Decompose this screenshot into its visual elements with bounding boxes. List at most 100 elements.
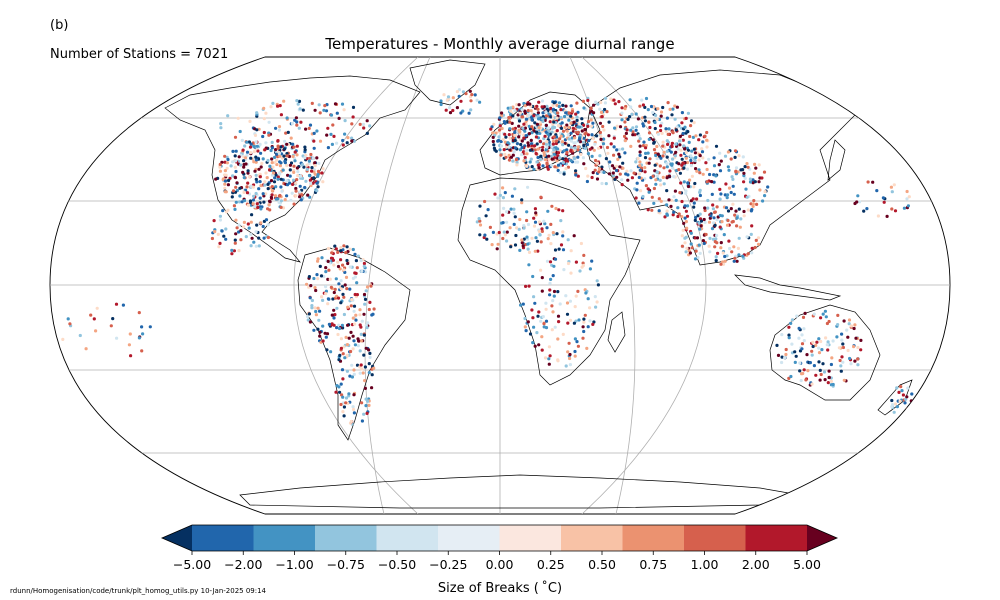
station-marker <box>290 191 294 195</box>
station-marker <box>368 351 372 355</box>
station-marker <box>684 150 688 155</box>
station-marker <box>333 102 338 106</box>
station-marker <box>278 154 282 158</box>
station-marker <box>582 253 586 257</box>
station-marker <box>291 182 295 186</box>
station-marker <box>285 142 289 146</box>
station-marker <box>539 195 543 199</box>
station-marker <box>576 148 580 152</box>
station-marker <box>671 157 675 161</box>
station-marker <box>298 195 302 199</box>
station-marker <box>303 156 307 160</box>
station-marker <box>744 187 748 191</box>
station-marker <box>279 161 283 165</box>
station-marker <box>293 150 297 154</box>
station-marker <box>313 164 317 168</box>
station-marker <box>563 141 567 145</box>
station-marker <box>273 155 277 159</box>
station-marker <box>257 236 261 240</box>
station-marker <box>574 260 579 264</box>
station-marker <box>258 196 262 200</box>
station-marker <box>267 133 271 137</box>
station-marker <box>708 236 712 240</box>
station-marker <box>353 343 357 347</box>
station-marker <box>706 206 710 210</box>
station-marker <box>539 240 543 244</box>
station-marker <box>572 321 577 325</box>
station-marker <box>226 157 230 162</box>
station-marker <box>533 144 537 148</box>
station-marker <box>681 138 685 142</box>
station-marker <box>292 202 296 206</box>
station-marker <box>244 162 248 166</box>
station-marker <box>623 134 627 138</box>
station-marker <box>682 180 686 184</box>
station-marker <box>335 141 339 145</box>
station-marker <box>352 372 356 376</box>
station-marker <box>218 241 222 245</box>
station-marker <box>600 115 604 119</box>
station-marker <box>566 165 571 169</box>
station-marker <box>362 264 366 268</box>
station-marker <box>317 161 321 165</box>
station-marker <box>527 263 531 267</box>
station-marker <box>552 289 557 294</box>
station-marker <box>524 284 528 288</box>
station-marker <box>550 304 554 308</box>
station-marker <box>684 235 688 239</box>
station-marker <box>705 180 709 184</box>
station-marker <box>614 164 619 168</box>
station-marker <box>613 126 617 130</box>
station-marker <box>814 373 818 377</box>
station-marker <box>845 328 849 332</box>
station-marker <box>677 168 681 172</box>
station-marker <box>680 244 685 248</box>
station-marker <box>553 257 558 261</box>
colorbar-bin <box>376 525 439 551</box>
station-marker <box>255 223 259 227</box>
station-marker <box>332 134 336 138</box>
station-marker <box>630 176 635 180</box>
station-marker <box>530 125 534 129</box>
station-marker <box>736 246 741 250</box>
station-marker <box>595 177 600 181</box>
station-marker <box>696 255 700 260</box>
station-marker <box>752 171 756 175</box>
station-marker <box>264 141 268 145</box>
station-marker <box>697 138 701 142</box>
station-marker <box>814 343 818 347</box>
station-marker <box>780 333 784 337</box>
station-marker <box>647 190 651 194</box>
station-marker <box>337 323 341 327</box>
station-marker <box>269 105 273 109</box>
station-marker <box>555 129 559 133</box>
station-marker <box>236 116 240 120</box>
station-marker <box>278 164 282 168</box>
station-marker <box>78 333 82 338</box>
station-marker <box>594 100 598 104</box>
station-marker <box>523 316 527 321</box>
station-marker <box>268 168 272 172</box>
station-marker <box>539 157 543 161</box>
station-marker <box>718 187 722 191</box>
station-marker <box>544 123 549 127</box>
station-marker <box>521 244 525 248</box>
station-marker <box>621 161 625 165</box>
station-marker <box>339 301 343 305</box>
station-marker <box>552 152 556 156</box>
station-marker <box>341 352 345 356</box>
station-marker <box>708 216 712 220</box>
station-marker <box>308 195 312 199</box>
station-marker <box>637 172 642 176</box>
station-marker <box>568 352 572 357</box>
station-marker <box>457 88 461 92</box>
station-marker <box>310 169 314 173</box>
station-marker <box>363 379 367 383</box>
station-marker <box>349 349 353 354</box>
station-marker <box>685 246 689 250</box>
station-marker <box>674 128 678 132</box>
station-marker <box>554 206 558 211</box>
station-marker <box>243 144 247 148</box>
station-marker <box>482 235 486 240</box>
station-marker <box>646 187 650 191</box>
